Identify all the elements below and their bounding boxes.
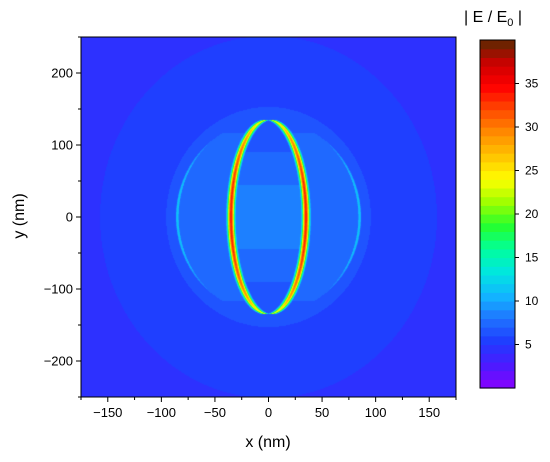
plot-area: [80, 36, 457, 398]
y-tick-label: 100: [51, 138, 73, 153]
colorbar-level: [480, 48, 515, 58]
colorbar-level: [480, 309, 515, 319]
y-axis: −200 −100 0 100 200: [44, 36, 81, 398]
colorbar-level: [480, 292, 515, 302]
colorbar-level: [480, 240, 515, 250]
x-tick-label: 100: [365, 405, 387, 420]
colorbar-level: [480, 222, 515, 232]
colorbar-level: [480, 361, 515, 372]
colorbar-title-main: | E / E: [464, 9, 507, 26]
y-tick-label: 0: [66, 210, 73, 225]
colorbar-level: [480, 179, 515, 189]
colorbar-level: [480, 327, 515, 337]
colorbar-tick-label: 25: [525, 164, 539, 178]
x-tick-label: 50: [315, 405, 329, 420]
colorbar-level: [480, 301, 515, 311]
field-heatmap: [81, 37, 456, 397]
x-axis-title: x (nm): [245, 434, 290, 451]
colorbar-level: [480, 109, 515, 119]
colorbar-tick-label: 35: [525, 77, 539, 91]
colorbar-level: [480, 92, 515, 102]
colorbar-level: [480, 379, 515, 389]
colorbar-level: [480, 100, 515, 111]
colorbar-level: [480, 170, 515, 180]
colorbar-level: [480, 135, 515, 145]
colorbar-level: [480, 318, 515, 328]
colorbar-title-sub: 0: [507, 17, 513, 29]
colorbar-level: [480, 257, 515, 267]
colorbar-level: [480, 127, 515, 137]
colorbar-level: [480, 196, 515, 206]
colorbar-title-end: |: [513, 9, 522, 26]
x-tick-label: 150: [418, 405, 440, 420]
colorbar-level: [480, 40, 515, 50]
colorbar-title: | E / E0 |: [464, 9, 522, 29]
colorbar-tick-label: 10: [525, 294, 539, 308]
colorbar-level: [480, 118, 515, 128]
colorbar-tick-label: 15: [525, 251, 539, 265]
colorbar-level: [480, 66, 515, 76]
colorbar-level: [480, 153, 515, 163]
colorbar-level: [480, 283, 515, 293]
x-tick-label: −50: [204, 405, 226, 420]
x-axis: −150 −100 −50 0 50 100 150: [80, 397, 457, 420]
colorbar: 5 10 15 20 25 30 35: [479, 39, 539, 389]
y-axis-title: y (nm): [11, 193, 28, 238]
colorbar-level: [480, 57, 515, 67]
colorbar-tick-label: 30: [525, 120, 539, 134]
y-tick-label: −100: [44, 282, 73, 297]
y-tick-label: −200: [44, 354, 73, 369]
colorbar-level: [480, 161, 515, 172]
colorbar-level: [480, 187, 515, 198]
colorbar-level: [480, 248, 515, 259]
colorbar-level: [480, 205, 515, 215]
colorbar-level: [480, 83, 515, 93]
colorbar-level: [480, 144, 515, 154]
x-tick-label: −150: [93, 405, 122, 420]
colorbar-level: [480, 266, 515, 276]
colorbar-level: [480, 74, 515, 85]
colorbar-level: [480, 335, 515, 346]
x-tick-label: 0: [265, 405, 272, 420]
colorbar-level: [480, 370, 515, 380]
colorbar-level: [480, 274, 515, 285]
colorbar-level: [480, 231, 515, 241]
colorbar-level: [480, 353, 515, 363]
colorbar-tick-label: 20: [525, 207, 539, 221]
colorbar-tick-label: 5: [525, 338, 532, 352]
colorbar-level: [480, 214, 515, 224]
y-tick-label: 200: [51, 66, 73, 81]
colorbar-level: [480, 344, 515, 354]
x-tick-label: −100: [147, 405, 176, 420]
